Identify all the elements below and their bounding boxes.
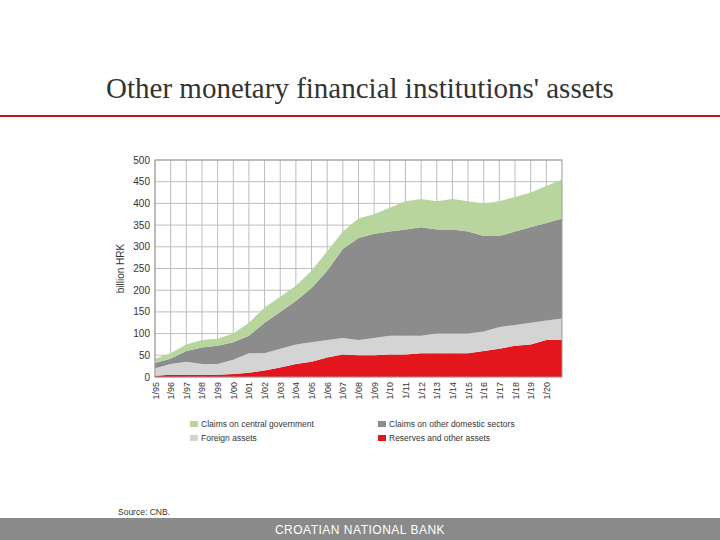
x-tick-label: 1/14 — [448, 382, 458, 400]
x-tick-label: 1/05 — [307, 382, 317, 400]
y-tick-label: 350 — [133, 220, 150, 231]
x-tick-label: 1/20 — [542, 382, 552, 400]
x-tick-label: 1/04 — [291, 382, 301, 400]
y-tick-label: 300 — [133, 241, 150, 252]
y-tick-label: 0 — [144, 372, 150, 383]
x-tick-label: 1/11 — [401, 382, 411, 399]
grid-line-x — [170, 160, 171, 377]
legend-label: Claims on central government — [201, 419, 315, 429]
x-tick-label: 1/19 — [526, 382, 536, 400]
page: Other monetary financial institutions' a… — [0, 0, 720, 540]
grid — [155, 160, 562, 377]
legend-swatch — [378, 421, 386, 427]
x-tick-label: 1/17 — [495, 382, 505, 400]
x-tick-label: 1/02 — [260, 382, 270, 400]
source-note: Source: CNB. — [118, 507, 170, 517]
x-tick-label: 1/13 — [432, 382, 442, 400]
areas — [155, 180, 562, 377]
footer-bar — [0, 518, 720, 540]
x-tick-label: 1/07 — [338, 382, 348, 400]
legend-label: Foreign assets — [201, 433, 257, 443]
x-tick-label: 1/95 — [151, 382, 161, 400]
legend-swatch — [378, 435, 386, 441]
area-series — [155, 180, 562, 364]
x-tick-label: 1/16 — [479, 382, 489, 400]
y-tick-label: 450 — [133, 176, 150, 187]
x-tick-label: 1/08 — [354, 382, 364, 400]
legend-swatch — [190, 421, 198, 427]
x-tick-label: 1/06 — [323, 382, 333, 400]
title: Other monetary financial institutions' a… — [106, 72, 614, 104]
x-tick-label: 1/03 — [276, 382, 286, 400]
legend-label: Claims on other domestic sectors — [389, 419, 515, 429]
y-tick-label: 150 — [133, 306, 150, 317]
x-tick-label: 1/01 — [244, 382, 254, 400]
x-tick-label: 1/96 — [166, 382, 176, 400]
y-tick-label: 50 — [139, 350, 151, 361]
x-tick-label: 1/00 — [229, 382, 239, 400]
x-tick-label: 1/10 — [385, 382, 395, 400]
x-tick-label: 1/15 — [464, 382, 474, 400]
legend: Claims on central government Claims on ot… — [190, 419, 515, 443]
y-tick-label: 200 — [133, 285, 150, 296]
y-tick-label: 100 — [133, 328, 150, 339]
legend-label: Reserves and other assets — [389, 433, 490, 443]
x-tick-label: 1/99 — [213, 382, 223, 400]
y-tick-label: 400 — [133, 198, 150, 209]
x-tick-label: 1/98 — [197, 382, 207, 400]
y-tick-label: 250 — [133, 263, 150, 274]
footer-text: CROATIAN NATIONAL BANK — [275, 523, 445, 537]
title-rule — [0, 115, 720, 117]
x-tick-label: 1/09 — [370, 382, 380, 400]
x-tick-label: 1/97 — [182, 382, 192, 400]
y-axis-label: billion HRK — [115, 243, 126, 293]
y-tick-label: 500 — [133, 155, 150, 166]
x-tick-label: 1/18 — [511, 382, 521, 400]
legend-swatch — [190, 435, 198, 441]
x-tick-label: 1/12 — [417, 382, 427, 400]
plot-frame — [155, 160, 562, 377]
